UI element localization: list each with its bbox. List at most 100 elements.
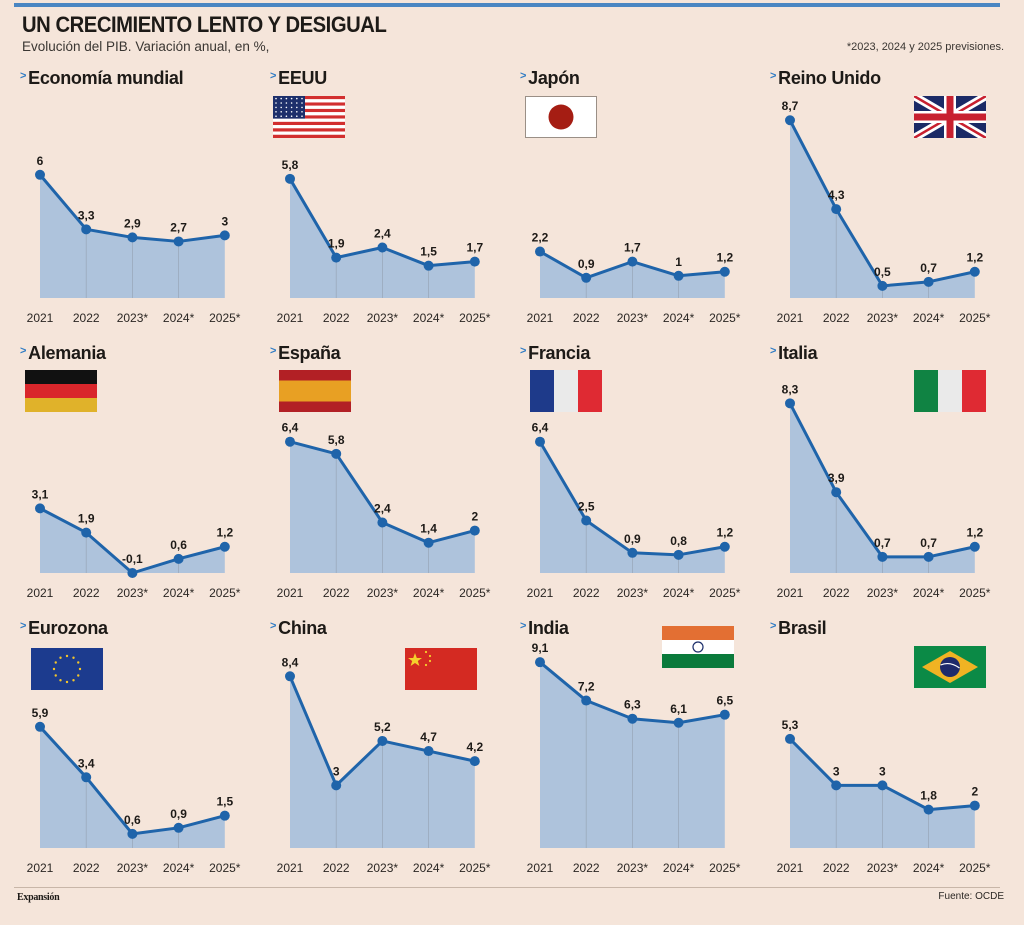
x-tick-label: 2021: [777, 861, 804, 875]
data-point: [331, 252, 342, 263]
panel-title-text: Japón: [528, 68, 580, 88]
x-tick-label: 2023*: [617, 586, 649, 600]
data-label: 1,2: [966, 526, 983, 540]
panel-title: > Brasil: [770, 618, 827, 639]
data-point: [219, 230, 230, 241]
data-point: [969, 541, 980, 552]
panel-title-text: Reino Unido: [778, 68, 881, 88]
area-chart: 9,1 2021 7,2 2022 6,3 2023* 6,1 2024* 6,5 2025*: [527, 641, 741, 875]
data-label: 1,5: [216, 795, 233, 809]
data-label: 3,3: [78, 208, 95, 222]
data-label: 8,7: [782, 99, 799, 113]
panel-title-text: Francia: [528, 343, 591, 363]
footer-divider: [14, 887, 1000, 888]
data-label: 1,2: [966, 251, 983, 265]
x-tick-label: 2024*: [663, 311, 695, 325]
data-point: [627, 547, 638, 558]
data-label: 5,3: [782, 718, 799, 732]
data-point: [581, 515, 592, 526]
panel-title: > India: [520, 618, 569, 639]
data-label: 2: [971, 785, 978, 799]
area-chart: 6,4 2021 5,8 2022 2,4 2023* 1,4 2024* 2 2025*: [277, 421, 491, 600]
x-tick-label: 2023*: [867, 311, 899, 325]
brand-logo: Expansión: [17, 892, 60, 903]
data-point: [35, 503, 45, 514]
data-point: [377, 242, 388, 253]
area-chart: 5,9 2021 3,4 2022 0,6 2023* 0,9 2024* 1,5 2025*: [27, 706, 241, 875]
data-label: 2,4: [374, 227, 391, 241]
x-tick-label: 2025*: [209, 861, 241, 875]
x-tick-label: 2023*: [117, 861, 149, 875]
x-tick-label: 2024*: [413, 586, 445, 600]
flag-fr-icon: [530, 370, 602, 412]
chevron-right-icon: >: [270, 620, 277, 632]
data-point: [285, 436, 295, 447]
chevron-right-icon: >: [520, 620, 527, 632]
data-point: [377, 735, 388, 746]
data-point: [923, 551, 934, 562]
x-tick-label: 2022: [73, 861, 100, 875]
x-tick-label: 2025*: [959, 311, 991, 325]
data-label: 1,9: [78, 512, 95, 526]
data-label: 1,4: [420, 522, 437, 536]
data-label: 2,5: [578, 499, 595, 513]
data-point: [331, 448, 342, 459]
data-point: [285, 671, 295, 682]
x-tick-label: 2023*: [867, 861, 899, 875]
area-chart: 5,8 2021 1,9 2022 2,4 2023* 1,5 2024* 1,7 2025*: [277, 158, 491, 325]
data-label: 1: [675, 255, 682, 269]
data-label: 0,9: [170, 807, 187, 821]
x-tick-label: 2023*: [367, 311, 399, 325]
data-label: 0,6: [124, 813, 141, 827]
x-tick-label: 2024*: [163, 861, 195, 875]
area-chart: 2,2 2021 0,9 2022 1,7 2023* 1 2024* 1,2 2025*: [527, 231, 741, 325]
panel-title-text: Brasil: [778, 618, 827, 638]
data-label: 6: [37, 154, 44, 168]
data-point: [219, 810, 230, 821]
flag-us-icon: [273, 96, 345, 138]
data-label: 2: [471, 510, 478, 524]
data-label: 0,7: [920, 261, 937, 275]
panel-title: > China: [270, 618, 327, 639]
data-point: [923, 804, 934, 815]
x-tick-label: 2025*: [959, 861, 991, 875]
data-point: [81, 772, 92, 783]
x-tick-label: 2022: [323, 861, 350, 875]
data-point: [923, 276, 934, 287]
data-point: [673, 549, 684, 560]
x-tick-label: 2021: [27, 311, 54, 325]
data-point: [377, 517, 388, 528]
x-tick-label: 2022: [323, 311, 350, 325]
panel-title-text: India: [528, 618, 569, 638]
x-tick-label: 2024*: [413, 861, 445, 875]
panel-title-text: Italia: [778, 343, 818, 363]
x-tick-label: 2024*: [913, 311, 945, 325]
x-tick-label: 2023*: [617, 861, 649, 875]
flag-uk-icon: [914, 96, 986, 138]
data-label: 0,9: [578, 257, 595, 271]
x-tick-label: 2023*: [367, 861, 399, 875]
x-tick-label: 2023*: [617, 311, 649, 325]
data-label: 6,5: [716, 694, 733, 708]
data-point: [423, 746, 434, 757]
data-point: [331, 780, 342, 791]
data-point: [81, 527, 92, 538]
data-label: 3: [221, 214, 228, 228]
x-tick-label: 2021: [527, 586, 554, 600]
data-point: [127, 828, 138, 839]
x-tick-label: 2021: [277, 311, 304, 325]
panel-title-text: China: [278, 618, 327, 638]
data-label: 0,7: [874, 536, 891, 550]
data-label: 6,3: [624, 698, 641, 712]
data-label: 3,1: [32, 487, 49, 501]
flag-it-icon: [914, 370, 986, 412]
x-tick-label: 2021: [27, 861, 54, 875]
panel-eeuu: > EEUU 5,8 2021 1,9 2022 2,4 2023* 1,5 2024* 1,7 20…: [270, 68, 520, 338]
chevron-right-icon: >: [20, 345, 27, 357]
x-tick-label: 2022: [823, 586, 850, 600]
flag-es-icon: [279, 370, 351, 412]
data-point: [831, 780, 842, 791]
data-label: 8,3: [782, 382, 799, 396]
data-point: [285, 173, 295, 184]
chevron-right-icon: >: [20, 70, 27, 82]
